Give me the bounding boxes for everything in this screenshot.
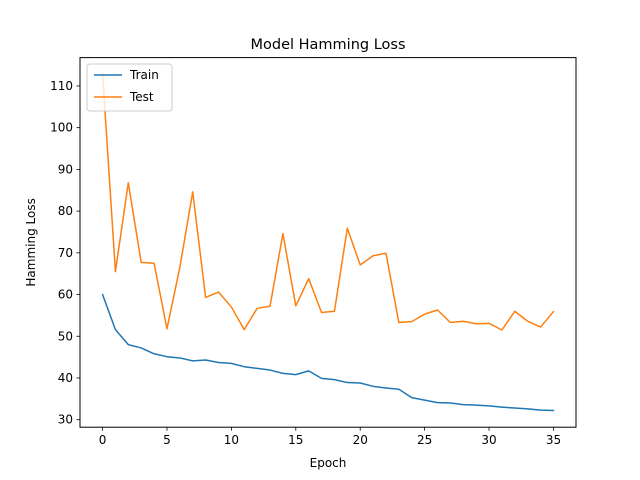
y-tick-label: 70: [58, 246, 73, 260]
y-tick-label: 100: [50, 121, 73, 135]
x-tick-label: 0: [99, 433, 107, 447]
y-axis: 30 40 50 60 70 80 90 100 110: [50, 79, 80, 427]
series-line-train: [101, 293, 555, 412]
x-tick-label: 15: [288, 433, 303, 447]
plot-frame: [79, 57, 577, 428]
x-axis-label: Epoch: [310, 456, 347, 470]
y-tick-label: 60: [58, 288, 73, 302]
x-tick-label: 35: [546, 433, 561, 447]
y-tick-label: 30: [58, 413, 73, 427]
x-tick-label: 30: [481, 433, 496, 447]
plot-lines: [101, 72, 555, 412]
legend-label-train: Train: [129, 68, 159, 82]
chart-title: Model Hamming Loss: [250, 37, 405, 53]
series-line-test: [101, 72, 555, 331]
y-tick-label: 40: [58, 371, 73, 385]
y-tick-label: 110: [50, 79, 73, 93]
y-tick-label: 80: [58, 204, 73, 218]
x-tick-label: 25: [417, 433, 432, 447]
x-tick-label: 5: [163, 433, 171, 447]
y-tick-label: 50: [58, 329, 73, 343]
y-tick-label: 90: [58, 162, 73, 176]
x-tick-label: 10: [224, 433, 239, 447]
x-axis: 0 5 10 15 20 25 30 35: [99, 427, 561, 447]
legend: Train Test: [86, 63, 173, 112]
y-axis-label: Hamming Loss: [24, 198, 38, 286]
legend-label-test: Test: [129, 90, 154, 104]
x-tick-label: 20: [353, 433, 368, 447]
